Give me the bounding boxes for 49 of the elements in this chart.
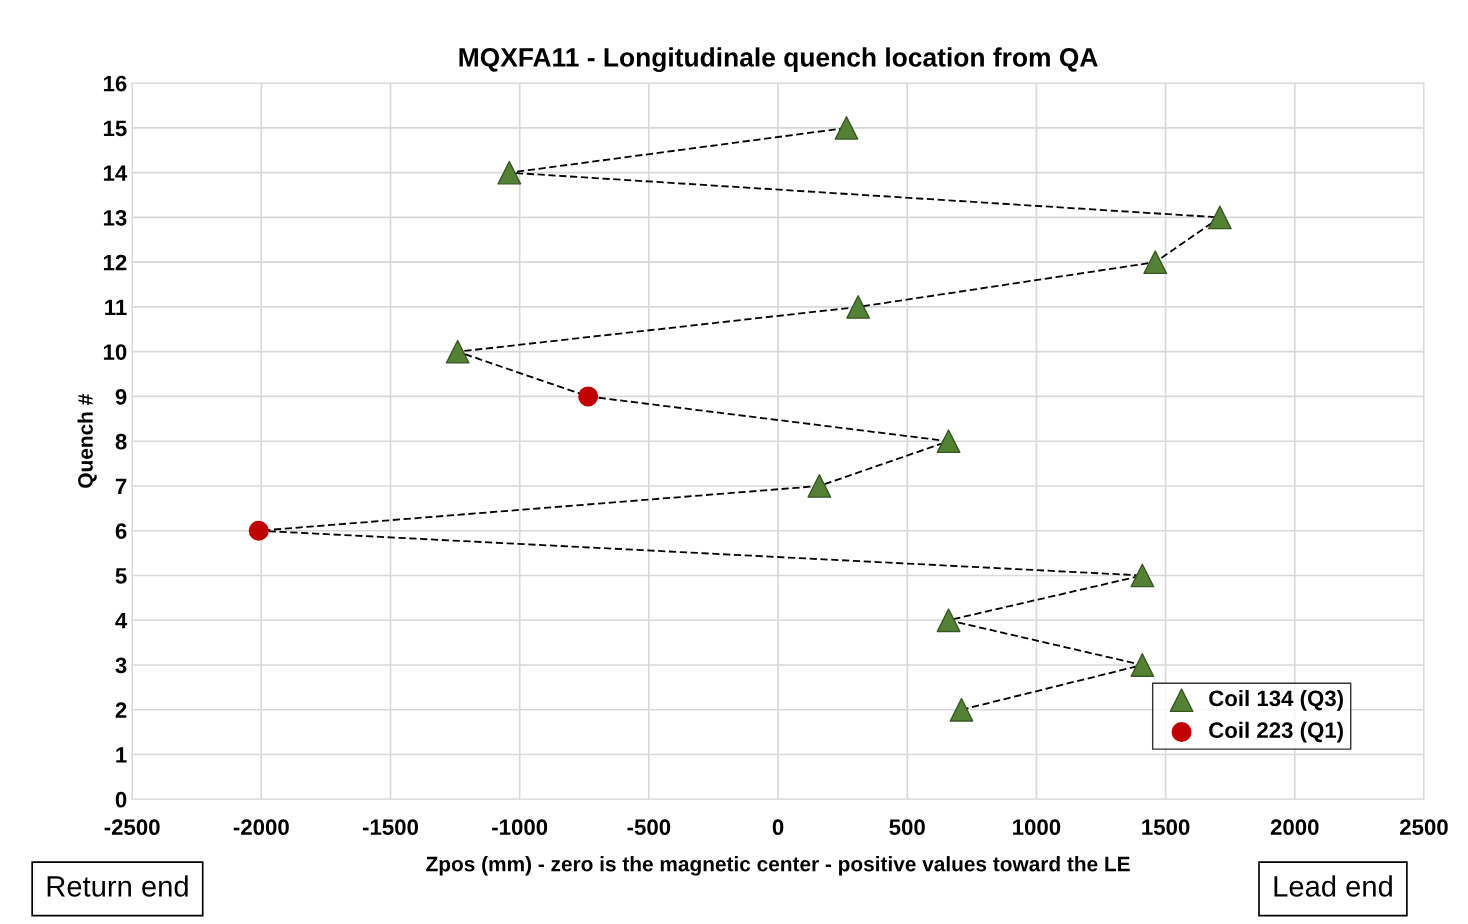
y-tick-label: 7 bbox=[115, 478, 127, 495]
text: Lead end bbox=[1274, 875, 1392, 897]
chart-title: MQXFA11 - Longitudinale quench location from QA bbox=[459, 47, 1098, 73]
x-tick-label: 1000 bbox=[1013, 819, 1061, 836]
x-tick-label: -1500 bbox=[362, 819, 418, 836]
x-tick-label: 1500 bbox=[1142, 819, 1190, 836]
x-tick-label: 500 bbox=[889, 819, 925, 836]
legend-label: Coil 134 (Q3) bbox=[1209, 689, 1343, 711]
y-tick-label: 3 bbox=[115, 657, 127, 674]
text: Return end bbox=[47, 875, 188, 897]
y-tick-label: 15 bbox=[103, 120, 127, 137]
y-tick-label: 16 bbox=[103, 75, 127, 92]
x-tick-label: -2500 bbox=[104, 819, 160, 836]
x-tick-label: -1000 bbox=[492, 819, 548, 836]
y-tick-label: 10 bbox=[103, 344, 127, 360]
y-tick-label: 11 bbox=[105, 299, 127, 315]
x-tick-label: 0 bbox=[772, 819, 784, 836]
y-tick-label: 8 bbox=[115, 433, 127, 450]
point bbox=[1143, 250, 1168, 275]
point bbox=[497, 160, 522, 185]
point bbox=[936, 429, 961, 454]
point bbox=[1130, 563, 1155, 588]
point bbox=[445, 339, 470, 364]
point bbox=[936, 608, 961, 633]
point bbox=[834, 116, 859, 140]
point bbox=[1207, 205, 1232, 230]
y-tick-label: 1 bbox=[116, 747, 127, 763]
y-tick-label: 4 bbox=[115, 613, 128, 629]
y-tick-label: 0 bbox=[115, 791, 127, 808]
y-tick-label: 9 bbox=[115, 388, 127, 405]
x-tick-label: -2000 bbox=[233, 819, 289, 836]
y-tick-label: 14 bbox=[103, 165, 128, 181]
legend-label: Coil 223 (Q1) bbox=[1209, 721, 1343, 743]
point bbox=[578, 386, 599, 407]
x-tick-label: 2000 bbox=[1270, 819, 1319, 836]
y-tick-label: 13 bbox=[103, 209, 127, 226]
point bbox=[949, 697, 974, 722]
y-tick-label: 2 bbox=[115, 702, 127, 718]
y-tick-label: 5 bbox=[115, 568, 127, 584]
point bbox=[807, 474, 832, 498]
point bbox=[248, 520, 269, 541]
y-tick-label: 6 bbox=[115, 523, 127, 539]
y-axis-title: Quench # bbox=[77, 394, 97, 488]
point bbox=[846, 295, 871, 319]
x-tick-label: 2500 bbox=[1400, 819, 1448, 836]
point bbox=[1130, 653, 1155, 677]
y-tick-label: 12 bbox=[103, 254, 127, 271]
x-axis-title: Zpos (mm) - zero is the magnetic center - positive values toward the LE bbox=[426, 856, 1130, 876]
x-tick-label: -500 bbox=[627, 819, 671, 836]
